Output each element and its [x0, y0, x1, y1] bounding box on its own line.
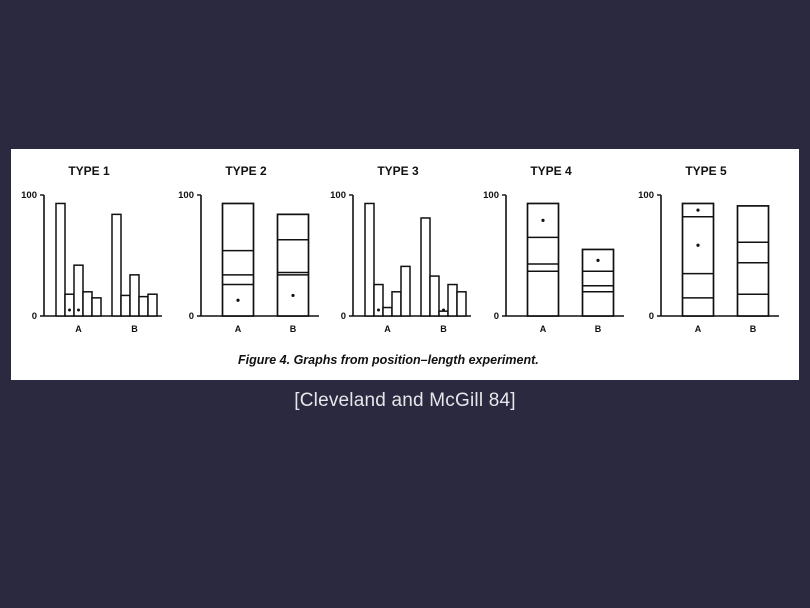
category-label: A: [540, 324, 547, 334]
figure-panel: TYPE 1 100 0 A B TYPE 2 100 0 A B TYPE 3 100 0 A B TYPE…: [11, 149, 799, 380]
citation-caption: [Cleveland and McGill 84]: [294, 390, 516, 411]
bar: [120, 294, 131, 317]
y-tick-label: 100: [483, 190, 499, 201]
chart-panel-1: TYPE 1 100 0 A B: [21, 164, 162, 334]
y-tick-label: 100: [178, 190, 194, 201]
chart-panel-2: TYPE 2 100 0 A B: [178, 164, 319, 334]
category-label: A: [235, 324, 242, 334]
category-label: B: [595, 324, 602, 334]
y-tick-label: 0: [494, 311, 499, 322]
bar: [147, 293, 158, 317]
marker-dot: [377, 308, 380, 312]
y-tick-label: 0: [649, 311, 654, 322]
marker-dot: [696, 208, 700, 212]
stacked-bar: [276, 213, 310, 317]
category-label: B: [131, 324, 138, 334]
bar: [129, 274, 140, 317]
y-tick-label: 100: [330, 190, 346, 201]
stacked-bar: [681, 202, 715, 317]
bar: [111, 213, 122, 317]
chart-panel-5: TYPE 5 100 0 A B: [638, 164, 779, 334]
stacked-bar: [526, 202, 560, 317]
marker-dot: [442, 308, 445, 312]
chart-panel-4: TYPE 4 100 0 A B: [483, 164, 624, 334]
stacked-bar: [221, 202, 255, 317]
bar: [138, 295, 149, 317]
marker-dot: [291, 293, 295, 298]
category-label: B: [750, 324, 757, 334]
category-label: B: [440, 324, 447, 334]
bar: [429, 275, 440, 317]
bar: [400, 265, 411, 317]
y-tick-label: 100: [638, 190, 654, 201]
chart-panel-3: TYPE 3 100 0 A B: [330, 164, 471, 334]
panel-title: TYPE 3: [377, 164, 419, 178]
category-label: B: [290, 324, 297, 334]
marker-dot: [541, 218, 545, 223]
y-tick-label: 0: [341, 311, 346, 322]
bar: [391, 291, 402, 317]
marker-dot: [696, 243, 700, 247]
bar: [420, 217, 431, 317]
marker-dot: [596, 258, 600, 262]
category-label: A: [695, 324, 702, 334]
bar: [382, 306, 393, 317]
bar: [456, 291, 467, 317]
category-label: A: [75, 324, 82, 334]
panel-title: TYPE 4: [530, 164, 572, 178]
y-tick-label: 100: [21, 190, 37, 201]
marker-dot: [68, 308, 71, 312]
bar: [447, 283, 458, 317]
bar: [64, 293, 75, 317]
panel-title: TYPE 5: [685, 164, 727, 178]
bar: [73, 264, 84, 317]
y-tick-label: 0: [189, 311, 194, 322]
figure-caption: Figure 4. Graphs from position–length ex…: [238, 353, 539, 367]
bar: [55, 202, 66, 317]
marker-dot: [77, 308, 80, 312]
bar: [364, 202, 375, 317]
bar: [91, 297, 102, 317]
bar: [82, 291, 93, 317]
category-label: A: [384, 324, 391, 334]
stacked-bar: [736, 205, 770, 317]
y-tick-label: 0: [32, 311, 37, 322]
marker-dot: [236, 298, 240, 302]
panel-title: TYPE 1: [68, 164, 110, 178]
bar: [438, 310, 449, 317]
panel-title: TYPE 2: [225, 164, 267, 178]
bar: [373, 283, 384, 317]
